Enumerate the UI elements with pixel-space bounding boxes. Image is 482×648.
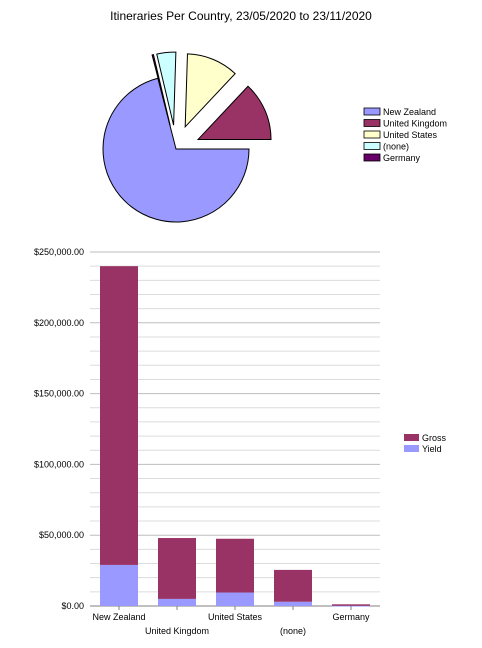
pie-slice-germany [151,54,171,126]
bar-gross-new-zealand [100,266,138,565]
bar-yield-none [274,601,312,606]
y-tick-label: $0.00 [61,601,84,611]
chart-title: Itineraries Per Country, 23/05/2020 to 2… [110,9,372,23]
pie-legend-swatch-united-kingdom [363,119,381,127]
pie-legend-label-germany: Germany [383,153,421,163]
pie-legend-swatch-none [363,142,381,150]
x-tick-label-none: (none) [280,626,306,636]
pie-legend-swatch-germany [363,153,381,162]
bar-legend-swatch-gross [404,434,419,441]
pie-legend-label-new-zealand: New Zealand [383,107,436,117]
bar-yield-united-kingdom [158,598,196,606]
x-tick-label-united-kingdom: United Kingdom [145,626,209,636]
pie-legend-label-united-kingdom: United Kingdom [383,119,447,129]
pie-slice-none [156,51,177,126]
y-tick-label: $200,000.00 [34,318,84,328]
y-tick-label: $100,000.00 [34,459,84,469]
bar-yield-united-states [216,592,254,606]
pie-legend-label-united-states: United States [383,130,438,140]
bar-gross-none [274,569,312,602]
pie-legend-swatch-new-zealand [363,107,381,116]
pie-slice-united-kingdom [196,85,272,140]
bar-yield-new-zealand [100,564,138,606]
x-tick-label-germany: Germany [332,612,370,622]
y-tick-label: $250,000.00 [34,247,84,257]
y-tick-label: $50,000.00 [39,530,84,540]
pie-legend-swatch-united-states [363,130,381,139]
bar-gross-germany [332,604,370,606]
pie-legend-label-none: (none) [383,142,409,152]
pie-slice-new-zealand [102,77,250,223]
bar-legend-label-gross: Gross [422,433,447,443]
x-tick-label-united-states: United States [208,612,263,622]
x-tick-label-new-zealand: New Zealand [92,612,145,622]
bar-gross-united-states [216,538,254,593]
bar-legend-swatch-yield [404,445,419,452]
y-tick-label: $150,000.00 [34,389,84,399]
bar-gross-united-kingdom [158,538,196,599]
pie-slice-united-states [184,53,236,129]
bar-legend-label-yield: Yield [422,444,442,454]
